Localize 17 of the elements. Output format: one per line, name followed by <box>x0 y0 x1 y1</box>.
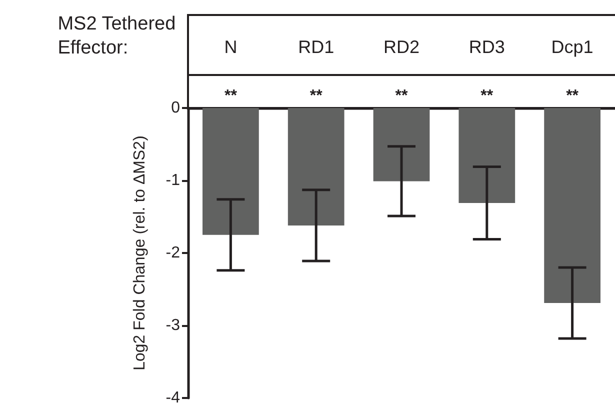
y-tick-label: 0 <box>171 100 180 116</box>
y-tick-label: -3 <box>166 317 180 334</box>
text: ** <box>310 88 324 104</box>
text: ** <box>395 88 408 104</box>
x-tick-label: RD3 <box>468 37 505 57</box>
text: ** <box>224 88 238 104</box>
x-tick-label: Dcp1 <box>551 37 594 57</box>
x-tick-label: RD2 <box>383 37 420 57</box>
x-tick-label: N <box>224 37 238 57</box>
x-tick-label: RD1 <box>298 37 334 57</box>
text: ** <box>480 88 494 104</box>
y-tick-label: -4 <box>166 390 180 406</box>
y-tick-label: -1 <box>166 172 180 189</box>
text: ** <box>566 88 580 104</box>
y-tick-label: -2 <box>166 244 180 262</box>
x-axis-title: MS2 Tethered Effector: <box>58 14 176 58</box>
y-axis-title: Log2 Fold Change (rel. to ΔMS2) <box>132 136 148 370</box>
